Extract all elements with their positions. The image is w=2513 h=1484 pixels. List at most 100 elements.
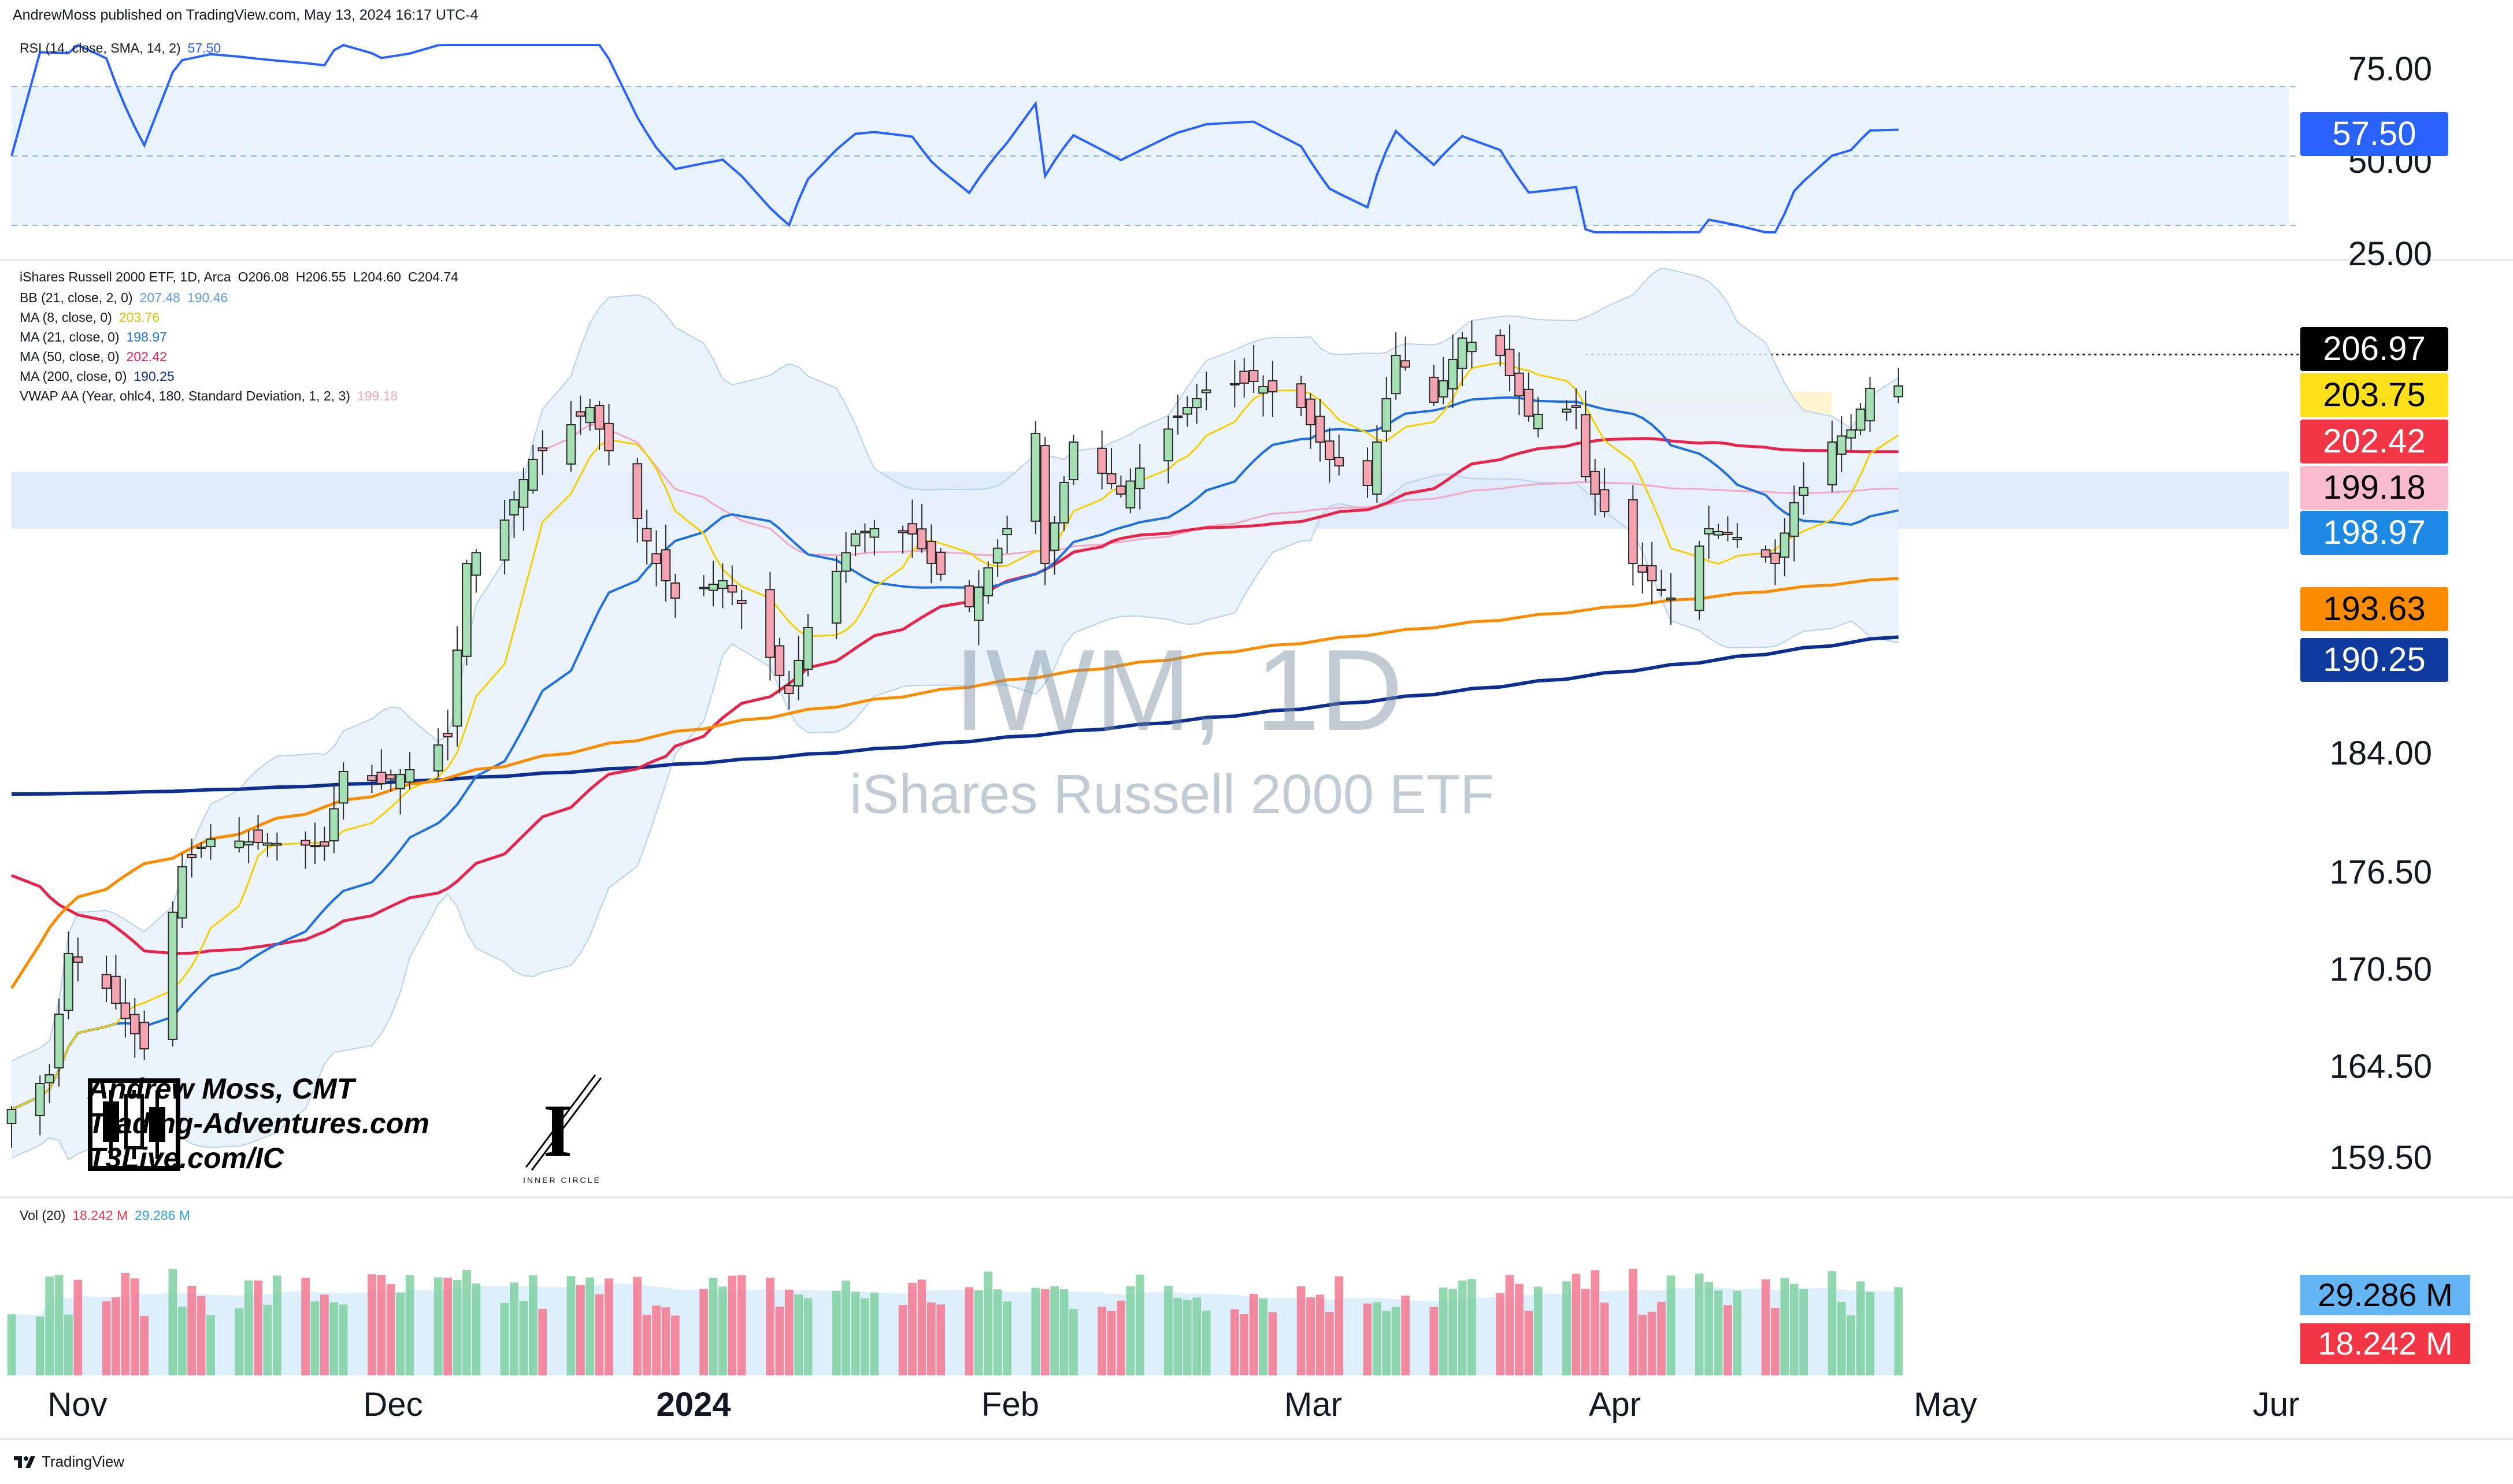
- volume-bar: [1505, 1275, 1514, 1375]
- time-axis-label: Nov: [47, 1386, 108, 1423]
- candle-body: [1647, 565, 1657, 581]
- author-link[interactable]: T3Live.com/IC: [88, 1142, 284, 1174]
- ma200-legend[interactable]: MA (200, close, 0) 190.25: [20, 369, 181, 384]
- volume-bar: [1050, 1286, 1059, 1375]
- candle-body: [1799, 487, 1809, 496]
- author-site[interactable]: Trading-Adventures.com: [88, 1107, 429, 1140]
- candle-body: [803, 627, 813, 670]
- vwap-legend[interactable]: VWAP AA (Year, ohlc4, 180, Standard Devi…: [20, 388, 405, 404]
- bollinger-upper: [11, 268, 1899, 1062]
- volume-bar: [595, 1294, 604, 1375]
- volume-bar: [472, 1283, 481, 1375]
- volume-legend[interactable]: Vol (20) 18.242 M 29.286 M: [20, 1208, 197, 1223]
- volume-bar: [386, 1284, 395, 1375]
- volume-bar: [661, 1307, 670, 1375]
- volume-bar: [187, 1286, 197, 1375]
- candle-body: [1391, 355, 1401, 395]
- symbol-legend[interactable]: iShares Russell 2000 ETF, 1D, Arca O206.0…: [20, 269, 465, 285]
- volume-bar: [206, 1315, 215, 1375]
- ma50-legend-value: 202.42: [126, 349, 167, 364]
- price-tag-vwap: 199.18: [2300, 466, 2448, 510]
- volume-bar: [443, 1277, 453, 1375]
- time-axis-label: 2024: [656, 1386, 731, 1423]
- candle-body: [111, 975, 121, 1004]
- bb-legend[interactable]: BB (21, close, 2, 0) 207.48 190.46: [20, 290, 235, 306]
- candle-body: [528, 459, 538, 491]
- candle-body: [831, 570, 842, 624]
- candle-body: [1438, 380, 1448, 398]
- candle-body: [718, 580, 728, 589]
- time-axis-label: Mar: [1284, 1386, 1342, 1423]
- volume-bar: [1704, 1282, 1713, 1375]
- volume-bar: [1695, 1273, 1704, 1375]
- volume-bar: [1771, 1308, 1780, 1375]
- candle-body: [670, 582, 680, 599]
- volume-bar: [917, 1279, 926, 1375]
- author-name: Andrew Moss, CMT: [88, 1073, 355, 1105]
- volume-bar: [803, 1298, 813, 1375]
- candle-body: [1135, 468, 1145, 489]
- candle-body: [310, 845, 320, 848]
- volume-tag: 18.242 M: [2300, 1323, 2470, 1364]
- candle-body: [272, 843, 282, 846]
- price-axis-label: 184.00: [2329, 734, 2432, 772]
- volume-bar: [140, 1316, 149, 1375]
- ma50-legend[interactable]: MA (50, close, 0) 202.42: [20, 349, 174, 365]
- candle-body: [1723, 532, 1733, 536]
- candle-body: [509, 499, 519, 515]
- price-tag-ma8: 203.75: [2300, 373, 2448, 417]
- candle-body: [1097, 447, 1107, 474]
- candle-body: [243, 841, 254, 846]
- volume-bar: [1591, 1270, 1600, 1375]
- candle-body: [1571, 405, 1581, 409]
- volume-bar: [263, 1304, 272, 1375]
- ohlc-low: L204.60: [353, 269, 401, 284]
- volume-ma-tag: 29.286 M: [2300, 1275, 2470, 1315]
- price-tag-high: 206.97: [2300, 327, 2448, 371]
- volume-bar: [7, 1314, 16, 1375]
- ma21-legend[interactable]: MA (21, close, 0) 198.97: [20, 329, 174, 345]
- volume-bar: [993, 1289, 1002, 1375]
- candle-body: [974, 587, 984, 621]
- candle-body: [1637, 565, 1648, 573]
- volume-bar: [1173, 1298, 1183, 1375]
- ma200-orange-line: [10, 577, 1899, 989]
- candle-body: [1760, 549, 1771, 558]
- candle-body: [1514, 372, 1524, 396]
- vwap-legend-value: 199.18: [357, 388, 398, 403]
- candle-body: [774, 645, 785, 676]
- price-axis-label: 170.50: [2329, 951, 2432, 988]
- volume-bar: [1439, 1287, 1448, 1375]
- candle-body: [1780, 532, 1790, 558]
- volume-bar: [1628, 1268, 1637, 1375]
- ma8-legend[interactable]: MA (8, close, 0) 203.76: [20, 310, 166, 325]
- volume-bar: [1723, 1305, 1732, 1375]
- candle-body: [1457, 337, 1467, 369]
- candle-body: [45, 1074, 54, 1084]
- volume-bar: [1533, 1286, 1543, 1375]
- candle-body: [1893, 385, 1904, 398]
- candle-body: [1732, 537, 1743, 540]
- volume-bar: [1647, 1311, 1656, 1375]
- candle-body: [462, 563, 472, 657]
- candle-body: [850, 533, 861, 547]
- ma21-line: [11, 396, 1899, 1111]
- volume-bar: [898, 1305, 907, 1375]
- candle-body: [964, 585, 974, 608]
- candle-body: [1770, 552, 1780, 565]
- candle-body: [1855, 409, 1866, 431]
- candle-body: [898, 530, 908, 533]
- volume-legend-label: Vol (20): [20, 1208, 66, 1223]
- volume-bar: [301, 1277, 310, 1375]
- volume-bar: [197, 1296, 206, 1375]
- volume-bar: [652, 1305, 661, 1375]
- tradingview-footer[interactable]: TradingView: [13, 1453, 124, 1471]
- candle-body: [1362, 460, 1373, 487]
- ma8-legend-label: MA (8, close, 0): [20, 310, 112, 325]
- volume-bar: [633, 1277, 642, 1375]
- volume-bar: [1733, 1291, 1742, 1375]
- rsi-legend[interactable]: RSI (14, close, SMA, 14, 2) 57.50: [20, 40, 228, 56]
- rsi-legend-label: RSI (14, close, SMA, 14, 2): [20, 40, 181, 55]
- volume-bar: [45, 1277, 54, 1375]
- volume-bar: [1856, 1281, 1865, 1375]
